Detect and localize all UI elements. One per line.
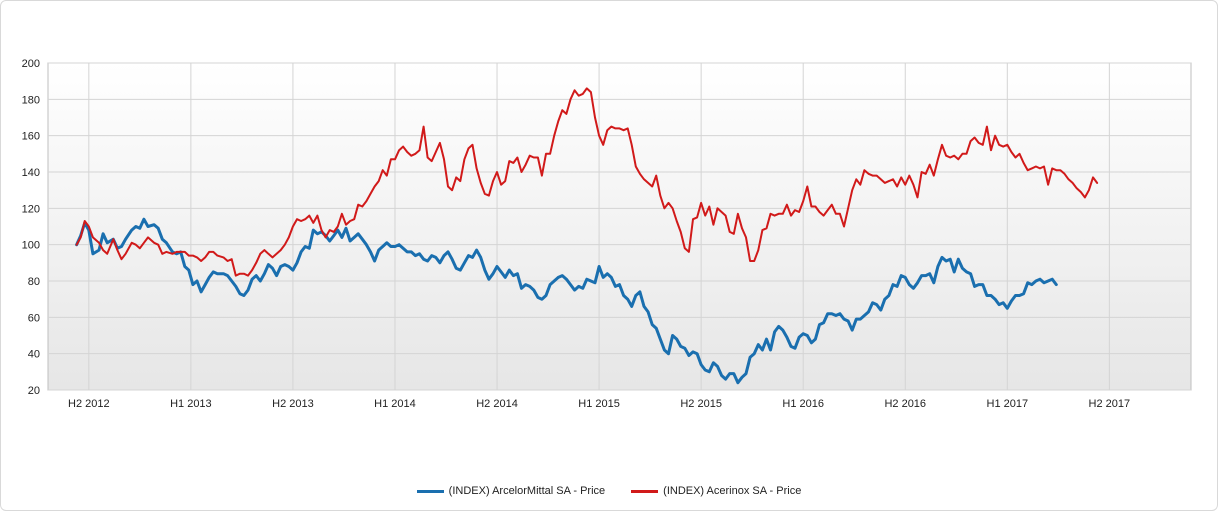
x-tick-label: H2 2014 (476, 398, 518, 410)
plot-area (47, 62, 1192, 391)
y-tick-label: 140 (22, 167, 40, 179)
x-tick-label: H1 2015 (578, 398, 620, 410)
x-tick-label: H2 2012 (68, 398, 110, 410)
legend-label-acerinox: (INDEX) Acerinox SA - Price (663, 485, 802, 497)
y-tick-label: 100 (22, 240, 40, 252)
series-line-acerinox (75, 87, 1099, 277)
x-tick-label: H2 2013 (272, 398, 314, 410)
y-axis-tick-labels: 20 40 60 80 100 120 140 160 180 200 (22, 58, 40, 397)
series-lines (75, 87, 1099, 385)
y-tick-label: 200 (22, 58, 40, 70)
y-tick-label: 180 (22, 94, 40, 106)
x-tick-label: H1 2017 (987, 398, 1029, 410)
legend-item-arcelormittal[interactable]: (INDEX) ArcelorMittal SA - Price (416, 485, 606, 497)
legend-label-arcelormittal: (INDEX) ArcelorMittal SA - Price (448, 485, 606, 497)
y-tick-label: 40 (28, 349, 40, 361)
y-gridlines (48, 62, 1191, 391)
x-tick-label: H1 2016 (782, 398, 824, 410)
series-line-arcelormittal (75, 217, 1058, 385)
y-tick-label: 160 (22, 131, 40, 143)
y-tick-label: 60 (28, 312, 40, 324)
x-tick-label: H2 2016 (884, 398, 926, 410)
legend-item-acerinox[interactable]: (INDEX) Acerinox SA - Price (631, 485, 801, 497)
x-tick-label: H1 2013 (170, 398, 212, 410)
legend-swatch-arcelormittal (416, 489, 444, 493)
y-tick-label: 20 (28, 385, 40, 397)
x-tick-label: H1 2014 (374, 398, 416, 410)
legend: (INDEX) ArcelorMittal SA - Price (INDEX)… (0, 485, 1218, 497)
legend-swatch-acerinox (631, 489, 659, 493)
x-gridlines (88, 63, 1110, 390)
x-tick-label: H2 2015 (680, 398, 722, 410)
y-tick-label: 80 (28, 276, 40, 288)
x-tick-label: H2 2017 (1089, 398, 1131, 410)
x-axis-tick-labels: H2 2012 H1 2013 H2 2013 H1 2014 H2 2014 H1 20… (68, 398, 1130, 410)
y-tick-label: 120 (22, 203, 40, 215)
